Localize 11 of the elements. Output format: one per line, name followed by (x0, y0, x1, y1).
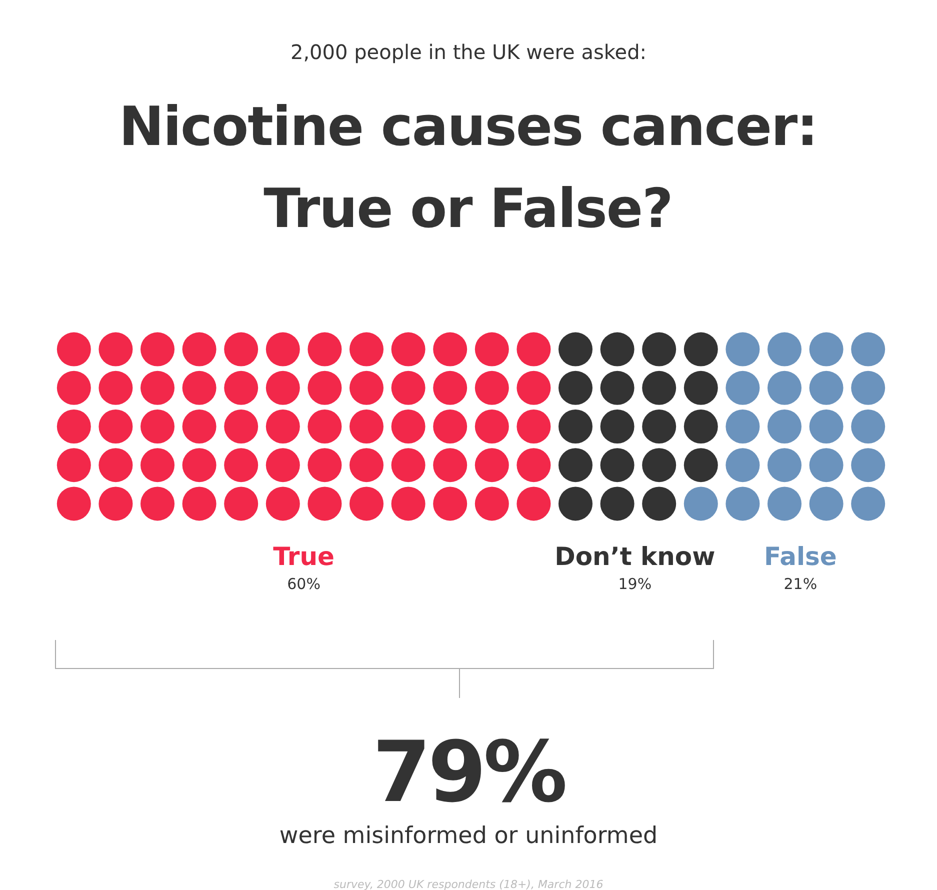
text: were misinformed or uninformed (278, 823, 659, 849)
data-label: 19% (618, 575, 652, 593)
text: 2,000 people in the UK were asked: (289, 40, 648, 64)
text: Nicotine causes cancer: True or False? (118, 94, 818, 242)
category-label: True (273, 542, 334, 571)
data-label: 21% (784, 575, 818, 593)
category-label: Don’t know (554, 542, 716, 571)
data-label: 60% (287, 575, 320, 593)
text: survey, 2000 UK respondents (18+), March 2016 (332, 878, 604, 890)
text: 79% (371, 723, 566, 821)
category-label: False (764, 542, 837, 571)
